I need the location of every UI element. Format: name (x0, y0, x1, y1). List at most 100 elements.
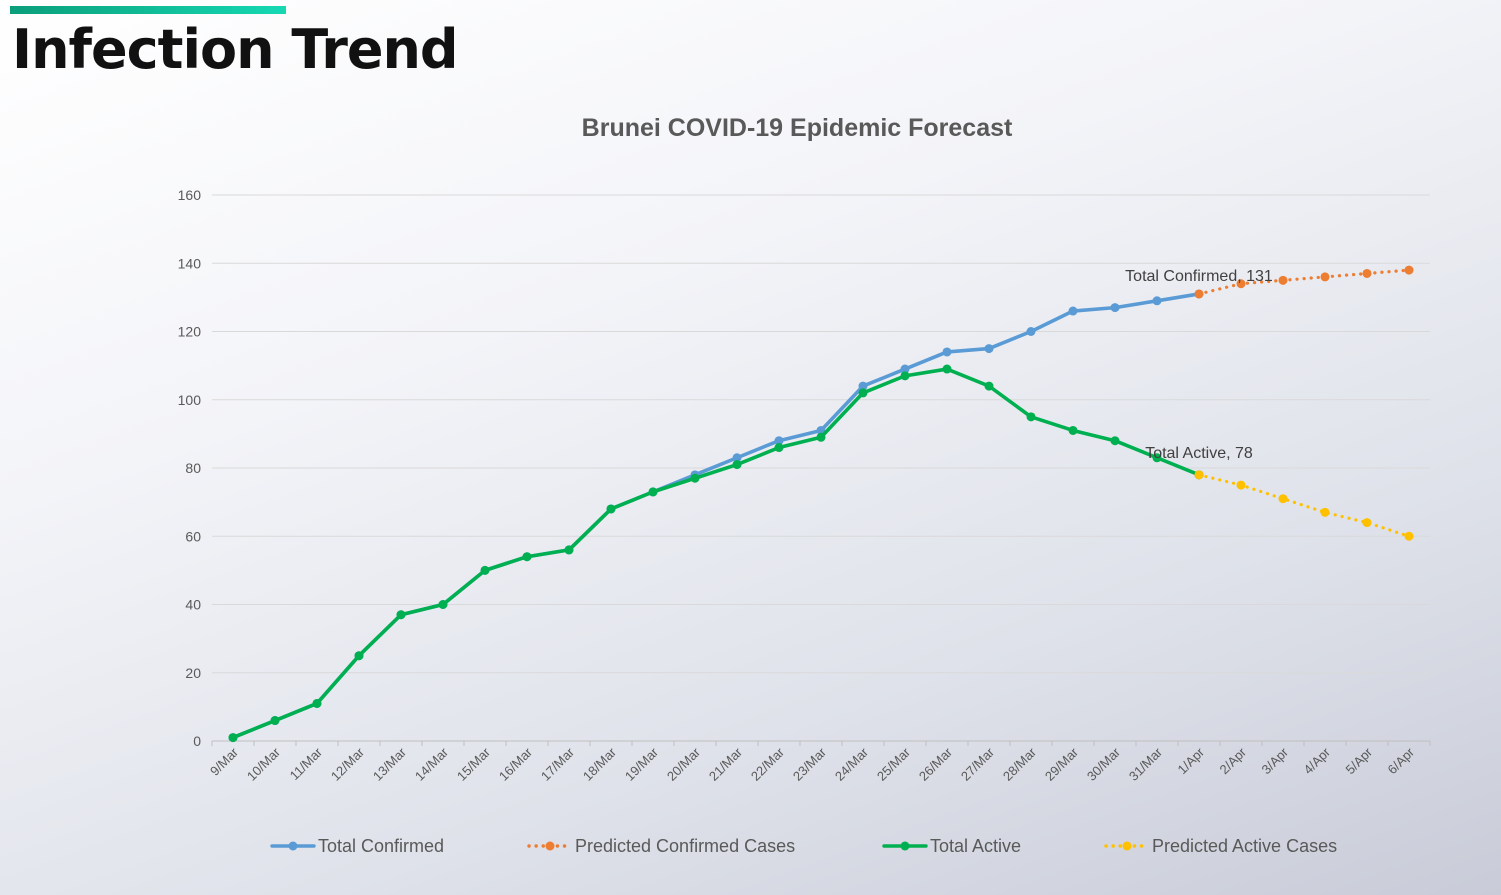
x-tick-label: 12/Mar (328, 744, 368, 784)
x-tick-label: 4/Apr (1301, 744, 1334, 777)
total-active-point (396, 610, 406, 620)
total-active-point (354, 651, 364, 661)
total-active-point (816, 432, 826, 442)
x-tick-label: 23/Mar (790, 744, 830, 784)
total-active-point (438, 600, 448, 609)
legend-swatch-marker (900, 841, 910, 851)
x-tick-label: 20/Mar (664, 744, 704, 784)
total-active-point (480, 565, 490, 575)
total-active-point (732, 460, 742, 470)
total-confirmed-point (1026, 327, 1036, 336)
predicted-active-cases-point (1320, 507, 1330, 517)
total-confirmed-point (1152, 296, 1162, 306)
predicted-active-cases-point (1278, 494, 1288, 504)
x-tick-label: 5/Apr (1343, 744, 1376, 777)
predicted-confirmed-cases-point (1362, 268, 1372, 278)
data-label: Total Active, 78 (1145, 445, 1253, 462)
predicted-active-cases-point (1404, 531, 1414, 541)
total-active-point (1068, 425, 1078, 435)
predicted-confirmed-cases-point (1320, 272, 1330, 282)
total-confirmed-point (732, 453, 742, 463)
x-tick-label: 21/Mar (706, 744, 746, 784)
x-tick-label: 9/Mar (207, 744, 242, 779)
total-active-point (564, 545, 574, 555)
legend-swatch-marker (545, 841, 555, 851)
predicted-active-cases-line (1197, 473, 1411, 538)
total-active-point (984, 381, 994, 391)
x-tick-label: 1/Apr (1175, 744, 1208, 777)
x-tick-label: 30/Mar (1084, 744, 1124, 784)
y-tick-label: 80 (185, 460, 201, 476)
predicted-confirmed-cases-point (1194, 289, 1204, 299)
predicted-active-cases-point (1194, 470, 1204, 480)
total-confirmed-point (1068, 306, 1078, 316)
total-confirmed-point (1110, 303, 1120, 313)
legend-label: Total Confirmed (318, 836, 444, 856)
total-active-point (606, 504, 616, 514)
y-tick-label: 40 (185, 597, 201, 613)
y-tick-label: 100 (178, 392, 202, 408)
data-label: Total Confirmed, 131 (1125, 268, 1273, 285)
x-tick-label: 10/Mar (244, 744, 284, 784)
chart-title: Brunei COVID-19 Epidemic Forecast (582, 114, 1013, 142)
total-confirmed-point (858, 381, 868, 391)
x-tick-label: 31/Mar (1126, 744, 1166, 784)
total-active-point (1152, 453, 1162, 463)
predicted-confirmed-cases-point (1404, 265, 1414, 275)
y-tick-label: 140 (178, 255, 202, 271)
x-tick-label: 27/Mar (958, 744, 998, 784)
total-confirmed-point (774, 436, 784, 446)
total-confirmed-line (231, 292, 1201, 740)
total-active-point (774, 443, 784, 453)
x-tick-label: 14/Mar (412, 744, 452, 784)
total-active-point (942, 364, 952, 374)
title-accent-bar (10, 6, 286, 14)
total-active-point (522, 552, 532, 562)
legend-label: Predicted Confirmed Cases (575, 836, 795, 856)
x-tick-label: 28/Mar (1000, 744, 1040, 784)
x-tick-label: 29/Mar (1042, 744, 1082, 784)
y-tick-label: 60 (185, 528, 201, 544)
total-confirmed-point (942, 347, 952, 357)
total-active-point (270, 716, 280, 726)
total-active-point (858, 388, 868, 398)
y-tick-label: 120 (178, 324, 202, 340)
total-active-point (690, 473, 700, 483)
y-tick-label: 0 (193, 733, 201, 749)
legend-label: Predicted Active Cases (1152, 836, 1337, 856)
total-confirmed-point (984, 344, 994, 354)
legend-swatch-marker (1122, 841, 1132, 851)
total-active-point (1026, 412, 1036, 422)
predicted-active-cases-point (1362, 518, 1372, 528)
x-tick-label: 19/Mar (622, 744, 662, 784)
total-confirmed-point (900, 364, 910, 374)
x-tick-label: 22/Mar (748, 744, 788, 784)
x-tick-label: 13/Mar (370, 744, 410, 784)
predicted-confirmed-cases-line (1197, 268, 1411, 296)
total-active-point (1110, 436, 1120, 446)
total-active-point (648, 487, 658, 497)
x-tick-label: 16/Mar (496, 744, 536, 784)
x-tick-label: 11/Mar (287, 744, 326, 783)
x-tick-label: 3/Apr (1259, 744, 1292, 777)
y-tick-label: 160 (178, 187, 202, 203)
x-tick-label: 18/Mar (580, 744, 620, 784)
total-active-point (228, 733, 238, 743)
x-tick-label: 26/Mar (916, 744, 956, 784)
total-active-point (900, 371, 910, 381)
x-tick-label: 17/Mar (538, 744, 578, 784)
predicted-confirmed-cases-point (1278, 275, 1288, 285)
x-tick-label: 15/Mar (454, 744, 494, 784)
y-tick-label: 20 (185, 665, 201, 681)
page-title: Infection Trend (12, 18, 459, 81)
predicted-active-cases-point (1236, 480, 1246, 490)
total-active-point (312, 698, 322, 708)
x-tick-label: 6/Apr (1385, 744, 1418, 777)
x-tick-label: 25/Mar (874, 744, 914, 784)
legend-label: Total Active (930, 836, 1021, 856)
x-tick-label: 2/Apr (1217, 744, 1250, 777)
predicted-confirmed-cases-point (1236, 279, 1246, 289)
x-tick-label: 24/Mar (832, 744, 872, 784)
legend-swatch-marker (288, 841, 298, 851)
